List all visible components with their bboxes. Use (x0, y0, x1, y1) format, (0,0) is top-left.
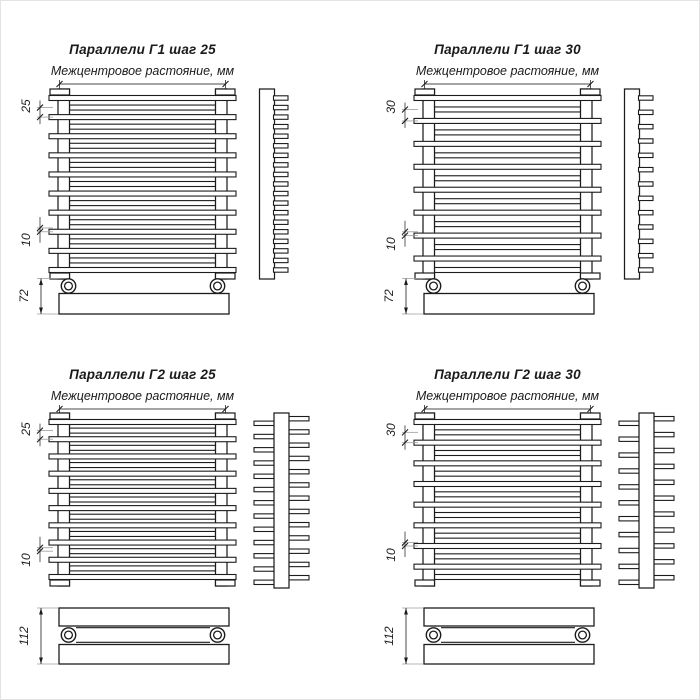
step-dimension-label: 25 (19, 98, 33, 113)
center-distance-label: Межцентровое растояние, мм (415, 63, 600, 78)
depth-dimension-label: 112 (17, 626, 31, 646)
offset-dimension-label: 10 (384, 547, 398, 562)
offset-dimension-label: 10 (19, 233, 33, 247)
center-distance-label: Межцентровое растояние, мм (415, 388, 600, 403)
depth-dimension-label: 72 (382, 289, 396, 303)
figure-title: Параллели Г1 шаг 30 (434, 42, 581, 57)
figure-title: Параллели Г1 шаг 25 (69, 42, 216, 57)
offset-dimension-label: 10 (384, 237, 398, 251)
figure-title: Параллели Г2 шаг 25 (69, 367, 216, 382)
step-dimension-label: 30 (384, 100, 398, 115)
step-dimension-label: 30 (384, 423, 398, 438)
depth-dimension-label: 112 (382, 626, 396, 646)
center-distance-label: Межцентровое растояние, мм (50, 63, 235, 78)
center-distance-label: Межцентровое растояние, мм (50, 388, 235, 403)
depth-dimension-label: 72 (17, 289, 31, 303)
offset-dimension-label: 10 (19, 552, 33, 567)
step-dimension-label: 25 (19, 421, 33, 436)
figure-title: Параллели Г2 шаг 30 (434, 367, 581, 382)
